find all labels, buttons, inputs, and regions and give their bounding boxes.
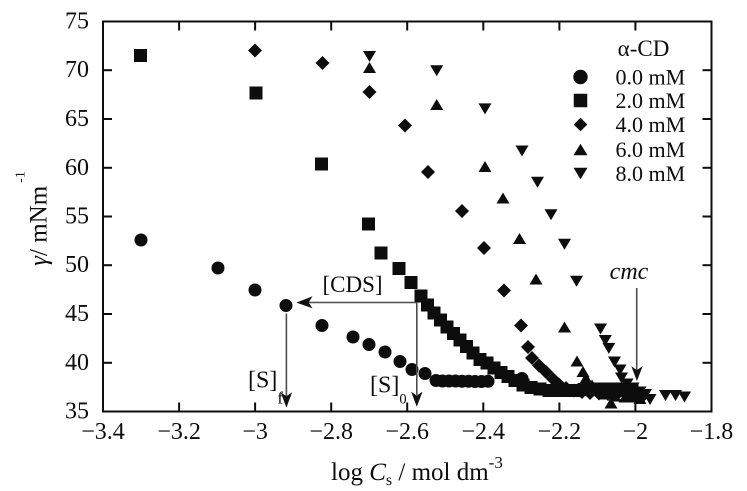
svg-text:−2.4: −2.4 (462, 419, 506, 445)
svg-text:45: 45 (65, 301, 89, 327)
svg-text:−2: −2 (623, 419, 649, 445)
svg-text:4.0 mM: 4.0 mM (616, 112, 686, 137)
svg-text:35: 35 (65, 399, 89, 425)
svg-text:−3.4: −3.4 (81, 419, 125, 445)
svg-text:−3: −3 (242, 419, 268, 445)
svg-text:−1.8: −1.8 (690, 419, 734, 445)
svg-text:50: 50 (65, 252, 89, 278)
svg-text:log Cs / mol dm-3: log Cs / mol dm-3 (331, 453, 503, 489)
svg-text:55: 55 (65, 204, 89, 230)
svg-text:2.0 mM: 2.0 mM (616, 88, 686, 113)
svg-text:[CDS]: [CDS] (323, 272, 383, 297)
svg-text:α-CD: α-CD (618, 36, 670, 61)
svg-text:−2.6: −2.6 (385, 419, 429, 445)
svg-text:8.0 mM: 8.0 mM (616, 161, 686, 186)
svg-text:0.0 mM: 0.0 mM (616, 65, 686, 90)
svg-text:−2.2: −2.2 (538, 419, 582, 445)
svg-text:cmc: cmc (610, 259, 649, 285)
svg-text:40: 40 (65, 350, 89, 376)
svg-text:65: 65 (65, 106, 89, 132)
svg-text:60: 60 (65, 155, 89, 181)
svg-text:70: 70 (65, 57, 89, 83)
svg-text:−2.8: −2.8 (309, 419, 353, 445)
svg-text:−3.2: −3.2 (157, 419, 201, 445)
svg-text:75: 75 (65, 9, 89, 35)
svg-text:6.0 mM: 6.0 mM (616, 137, 686, 162)
